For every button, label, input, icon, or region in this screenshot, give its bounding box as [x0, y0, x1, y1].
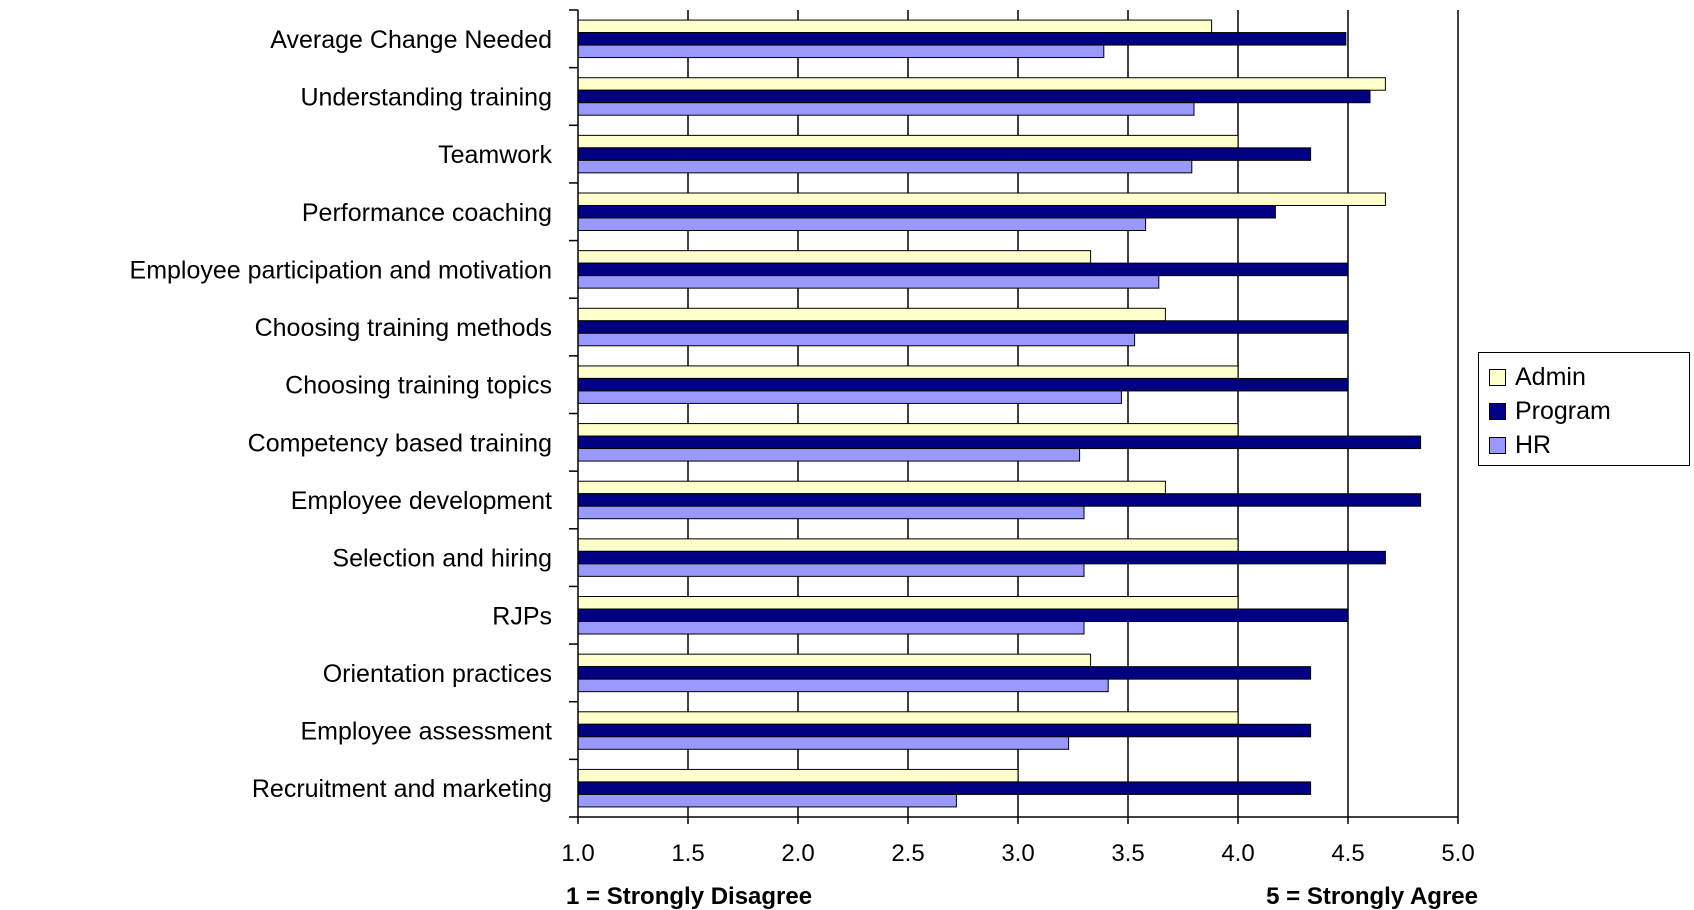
x-tick-label: 3.0: [1001, 840, 1034, 867]
category-label-understanding-training: Understanding training: [300, 83, 552, 111]
bar-admin-employee-development: [577, 480, 1166, 495]
category-label-average-change-needed: Average Change Needed: [270, 26, 552, 54]
category-label-rjps: RJPs: [492, 602, 552, 630]
x-tick-label: 4.0: [1221, 840, 1254, 867]
bar-program-employee-development: [577, 493, 1422, 507]
x-tick-label: 4.5: [1331, 840, 1364, 867]
bar-program-selection-and-hiring: [577, 550, 1386, 565]
bar-hr-choosing-training-topics: [577, 390, 1122, 404]
category-label-employee-development: Employee development: [291, 487, 552, 515]
legend-swatch-admin: [1489, 368, 1506, 386]
bar-admin-choosing-training-methods: [577, 307, 1166, 322]
bar-hr-understanding-training: [577, 102, 1195, 116]
category-label-teamwork: Teamwork: [438, 141, 552, 169]
legend-item-hr: HR: [1489, 430, 1551, 460]
bar-hr-employee-participation-and-motivation: [577, 275, 1160, 289]
bar-program-employee-participation-and-motivation: [577, 262, 1349, 277]
bar-admin-performance-coaching: [577, 192, 1386, 206]
bar-program-competency-based-training: [577, 435, 1422, 450]
bar-admin-understanding-training: [577, 77, 1386, 91]
category-label-recruitment-and-marketing: Recruitment and marketing: [252, 775, 552, 803]
legend-item-admin: Admin: [1489, 362, 1586, 392]
x-tick-label: 2.0: [781, 840, 814, 867]
x-tick-label: 1.0: [561, 840, 594, 867]
bar-hr-rjps: [577, 621, 1085, 635]
bar-admin-average-change-needed: [577, 19, 1213, 34]
bar-program-teamwork: [577, 147, 1312, 161]
bar-admin-teamwork: [577, 134, 1239, 149]
bar-admin-competency-based-training: [577, 423, 1239, 437]
x-tick-label: 5.0: [1441, 840, 1474, 867]
bar-hr-selection-and-hiring: [577, 563, 1085, 577]
x-axis-note-left: 1 = Strongly Disagree: [566, 883, 812, 910]
bar-hr-employee-development: [577, 505, 1085, 520]
category-label-employee-assessment: Employee assessment: [300, 718, 552, 746]
x-tick-labels: 1.0 1.5 2.0 2.5 3.0 3.5 4.0 4.5 5.0: [561, 840, 1474, 867]
category-label-selection-and-hiring: Selection and hiring: [332, 545, 552, 573]
category-label-performance-coaching: Performance coaching: [302, 199, 552, 227]
bar-hr-performance-coaching: [577, 217, 1147, 231]
legend-item-program: Program: [1489, 396, 1611, 426]
axes: [569, 9, 1458, 818]
bar-hr-orientation-practices: [577, 678, 1109, 693]
x-axis-note-right: 5 = Strongly Agree: [1266, 883, 1478, 910]
legend-label-program: Program: [1515, 396, 1611, 425]
bar-admin-employee-assessment: [577, 711, 1239, 725]
bar-hr-teamwork: [577, 159, 1193, 174]
bar-program-choosing-training-topics: [577, 377, 1349, 392]
category-label-employee-participation-and-motivation: Employee participation and motivation: [130, 256, 552, 284]
gridlines: [577, 10, 1459, 824]
bar-program-recruitment-and-marketing: [577, 781, 1312, 795]
category-label-orientation-practices: Orientation practices: [323, 660, 552, 688]
legend-label-admin: Admin: [1515, 362, 1586, 391]
bar-program-orientation-practices: [577, 666, 1312, 680]
bar-admin-rjps: [577, 596, 1239, 610]
bars: [577, 19, 1422, 808]
bar-hr-choosing-training-methods: [577, 332, 1136, 347]
bar-hr-employee-assessment: [577, 736, 1070, 750]
bar-program-performance-coaching: [577, 205, 1276, 219]
legend: Admin Program HR: [1478, 352, 1690, 466]
x-tick-label: 2.5: [891, 840, 924, 867]
bar-hr-competency-based-training: [577, 448, 1081, 462]
bar-admin-orientation-practices: [577, 653, 1092, 668]
bar-program-choosing-training-methods: [577, 320, 1349, 334]
bar-admin-selection-and-hiring: [577, 538, 1239, 552]
bar-hr-recruitment-and-marketing: [577, 793, 957, 808]
x-tick-label: 3.5: [1111, 840, 1144, 867]
category-label-competency-based-training: Competency based training: [248, 429, 552, 457]
bar-admin-choosing-training-topics: [577, 365, 1239, 379]
bar-admin-recruitment-and-marketing: [577, 768, 1019, 783]
bar-program-understanding-training: [577, 89, 1371, 104]
legend-label-hr: HR: [1515, 430, 1552, 459]
legend-swatch-program: [1489, 402, 1506, 420]
category-label-choosing-training-methods: Choosing training methods: [255, 314, 552, 342]
bar-admin-employee-participation-and-motivation: [577, 250, 1092, 264]
bar-program-rjps: [577, 608, 1349, 622]
category-labels: Average Change Needed Understanding train…: [130, 26, 553, 803]
legend-swatch-hr: [1489, 436, 1506, 454]
bar-program-average-change-needed: [577, 32, 1347, 46]
bar-hr-average-change-needed: [577, 44, 1105, 59]
bar-program-employee-assessment: [577, 723, 1312, 738]
category-label-choosing-training-topics: Choosing training topics: [285, 372, 552, 400]
x-tick-label: 1.5: [671, 840, 704, 867]
